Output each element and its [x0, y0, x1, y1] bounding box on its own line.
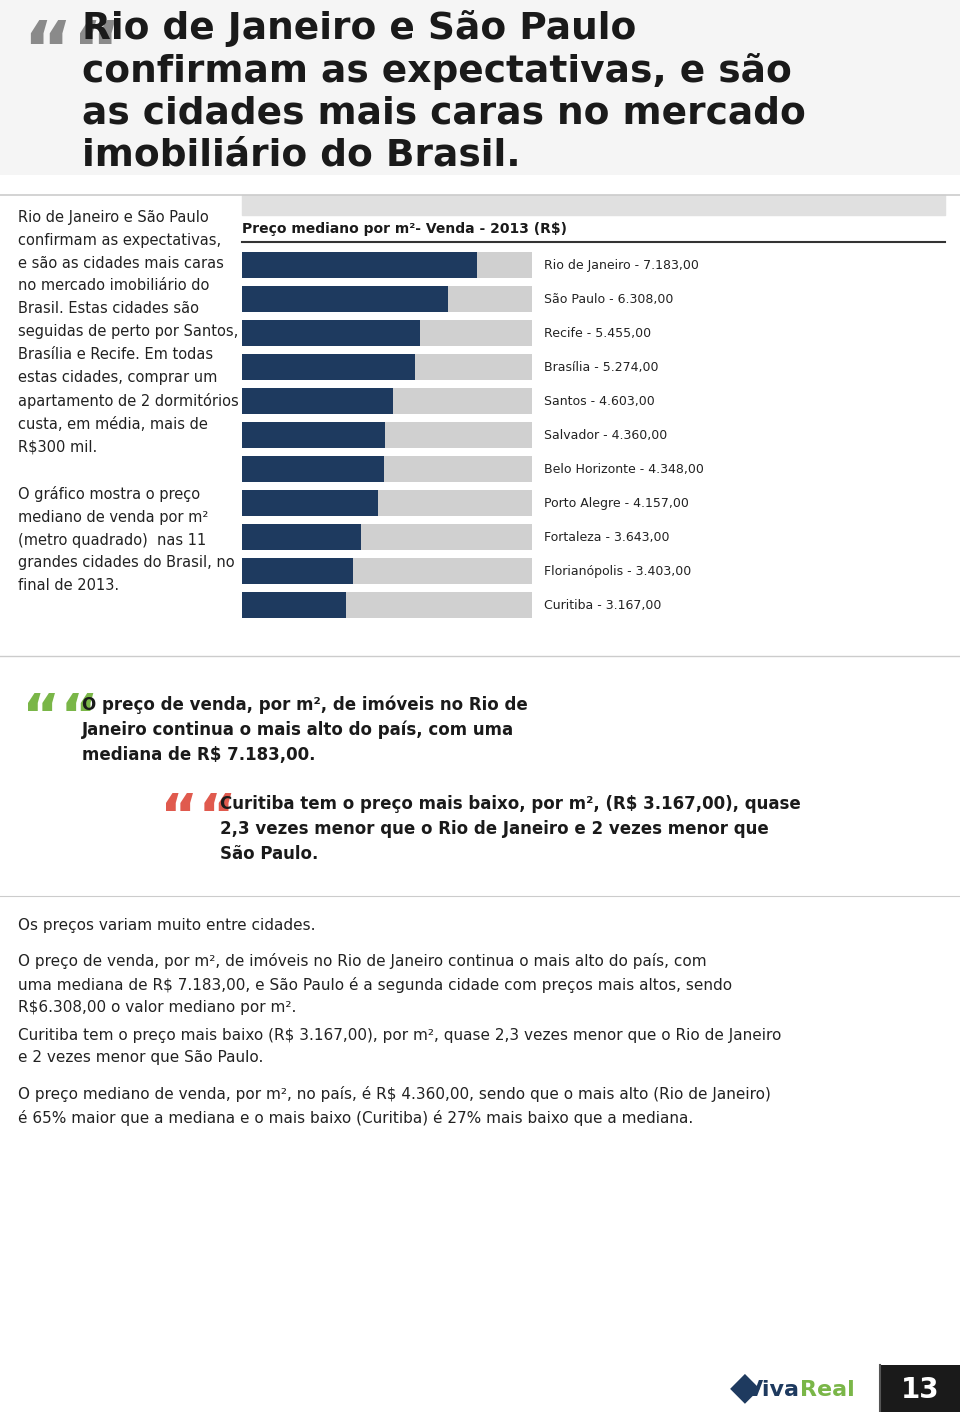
Bar — [242, 524, 361, 551]
Text: Rio de Janeiro - 7.183,00: Rio de Janeiro - 7.183,00 — [544, 260, 699, 273]
Bar — [242, 490, 378, 515]
Text: Curitiba tem o preço mais baixo, por m², (R$ 3.167,00), quase
2,3 vezes menor qu: Curitiba tem o preço mais baixo, por m²,… — [220, 795, 801, 863]
Text: Real: Real — [800, 1380, 854, 1401]
Text: ◆: ◆ — [730, 1368, 760, 1406]
Bar — [242, 321, 532, 346]
Text: Belo Horizonte - 4.348,00: Belo Horizonte - 4.348,00 — [544, 463, 704, 476]
Text: Porto Alegre - 4.157,00: Porto Alegre - 4.157,00 — [544, 497, 689, 511]
Bar — [242, 558, 353, 585]
Bar — [242, 592, 532, 618]
Bar — [242, 490, 532, 515]
Text: O preço de venda, por m², de imóveis no Rio de
Janeiro continua o mais alto do p: O preço de venda, por m², de imóveis no … — [82, 695, 528, 764]
Text: Brasília - 5.274,00: Brasília - 5.274,00 — [544, 361, 659, 374]
Bar — [242, 287, 448, 312]
Bar — [242, 251, 477, 278]
Text: Viva: Viva — [746, 1380, 800, 1401]
Text: O preço mediano de venda, por m², no país, é R$ 4.360,00, sendo que o mais alto : O preço mediano de venda, por m², no paí… — [18, 1086, 771, 1125]
Text: Os preços variam muito entre cidades.: Os preços variam muito entre cidades. — [18, 918, 316, 933]
Text: ““: ““ — [160, 791, 237, 849]
Text: Santos - 4.603,00: Santos - 4.603,00 — [544, 395, 655, 408]
Text: 13: 13 — [900, 1377, 939, 1404]
Text: Curitiba - 3.167,00: Curitiba - 3.167,00 — [544, 600, 661, 613]
Bar — [242, 287, 532, 312]
Text: Florianópolis - 3.403,00: Florianópolis - 3.403,00 — [544, 565, 691, 579]
Bar — [242, 354, 415, 380]
Bar — [242, 456, 532, 481]
Bar — [242, 321, 420, 346]
Bar — [242, 558, 532, 585]
Bar — [242, 388, 393, 414]
Text: Fortaleza - 3.643,00: Fortaleza - 3.643,00 — [544, 531, 669, 545]
Text: Recife - 5.455,00: Recife - 5.455,00 — [544, 328, 651, 340]
Bar — [242, 251, 532, 278]
Text: ““: ““ — [22, 690, 99, 748]
Bar — [242, 592, 346, 618]
Text: O preço de venda, por m², de imóveis no Rio de Janeiro continua o mais alto do p: O preço de venda, por m², de imóveis no … — [18, 953, 732, 1015]
Text: Rio de Janeiro e São Paulo
confirmam as expectativas,
e são as cidades mais cara: Rio de Janeiro e São Paulo confirmam as … — [18, 210, 239, 593]
Text: Curitiba tem o preço mais baixo (R$ 3.167,00), por m², quase 2,3 vezes menor que: Curitiba tem o preço mais baixo (R$ 3.16… — [18, 1028, 781, 1065]
Text: Rio de Janeiro e São Paulo
confirmam as expectativas, e são
as cidades mais cara: Rio de Janeiro e São Paulo confirmam as … — [82, 10, 805, 174]
Bar — [242, 422, 385, 448]
Bar — [880, 1365, 960, 1412]
FancyBboxPatch shape — [0, 0, 960, 175]
Bar — [242, 354, 532, 380]
Text: Preço mediano por m²- Venda - 2013 (R$): Preço mediano por m²- Venda - 2013 (R$) — [242, 222, 567, 236]
Bar — [242, 524, 532, 551]
Bar — [242, 422, 532, 448]
Text: Salvador - 4.360,00: Salvador - 4.360,00 — [544, 429, 667, 442]
Text: ““: ““ — [22, 18, 122, 92]
Text: São Paulo - 6.308,00: São Paulo - 6.308,00 — [544, 294, 673, 306]
Bar — [242, 388, 532, 414]
Bar — [242, 456, 384, 481]
